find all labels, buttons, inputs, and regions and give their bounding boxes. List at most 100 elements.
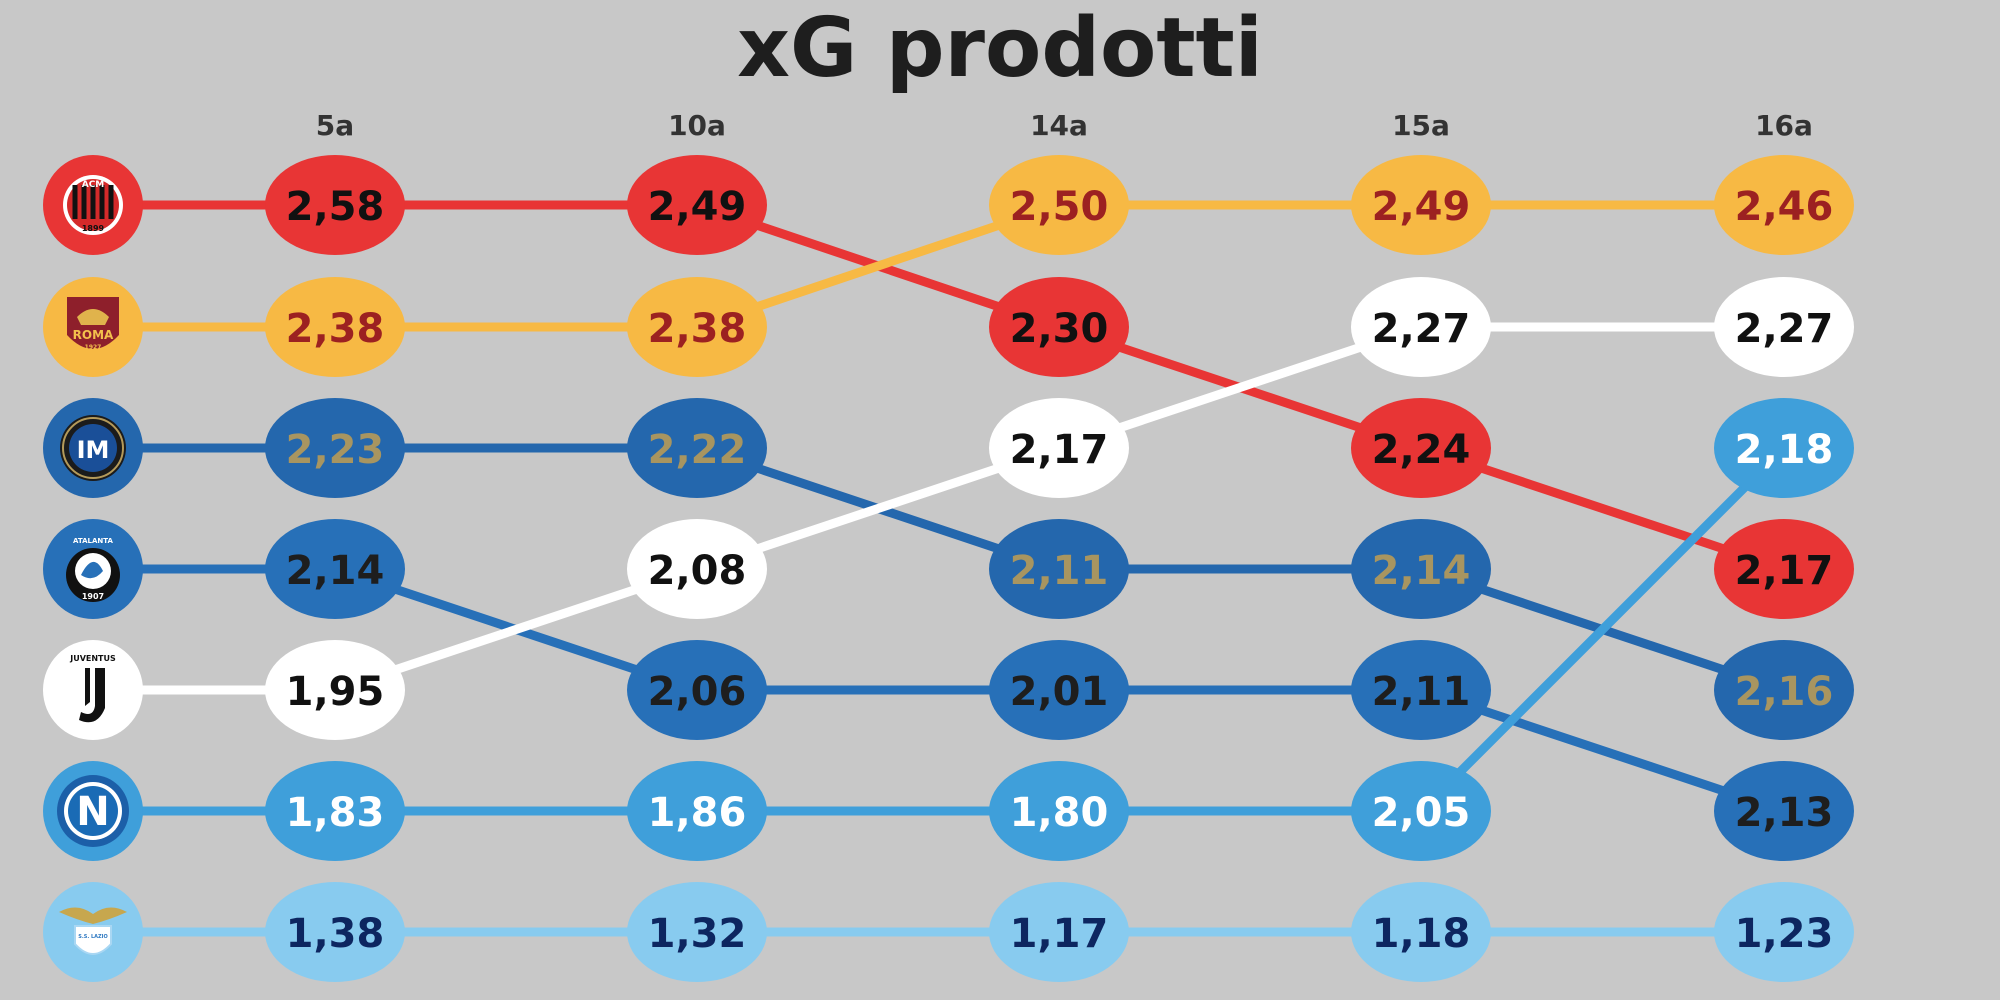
marker-ellipse <box>989 519 1129 619</box>
marker-ellipse <box>1714 277 1854 377</box>
data-label: 2,01 <box>1010 669 1109 715</box>
marker-ellipse <box>1714 882 1854 982</box>
logo-text-top: S.S. LAZIO <box>78 934 108 940</box>
marker-ellipse <box>989 640 1129 740</box>
data-label: 2,46 <box>1735 184 1834 230</box>
marker-ellipse <box>989 155 1129 255</box>
marker-inter-14a: 2,11 <box>989 519 1129 619</box>
data-label: 1,32 <box>648 911 747 957</box>
logo-text-top: IM <box>77 436 110 464</box>
data-label: 2,23 <box>286 427 385 473</box>
marker-lazio-16a: 1,23 <box>1714 882 1854 982</box>
marker-milan-14a: 2,30 <box>989 277 1129 377</box>
marker-ellipse <box>989 882 1129 982</box>
column-label-14a: 14a <box>1030 109 1088 142</box>
series-line-napoli <box>93 444 1788 816</box>
marker-juventus-5a: 1,95 <box>265 640 405 740</box>
marker-ellipse <box>1714 155 1854 255</box>
data-label: 2,30 <box>1010 306 1109 352</box>
marker-juventus-15a: 2,27 <box>1351 277 1491 377</box>
logo-text-bottom: 1907 <box>82 592 104 601</box>
marker-ellipse <box>627 882 767 982</box>
data-label: 2,05 <box>1372 790 1471 836</box>
marker-roma-15a: 2,49 <box>1351 155 1491 255</box>
marker-atalanta-5a: 2,14 <box>265 519 405 619</box>
data-label: 2,27 <box>1372 306 1471 352</box>
data-label: 2,16 <box>1735 669 1834 715</box>
marker-ellipse <box>627 761 767 861</box>
marker-ellipse <box>989 277 1129 377</box>
marker-roma-10a: 2,38 <box>627 277 767 377</box>
marker-inter-5a: 2,23 <box>265 398 405 498</box>
data-label: 1,38 <box>286 911 385 957</box>
data-label: 2,50 <box>1010 184 1109 230</box>
marker-milan-5a: 2,58 <box>265 155 405 255</box>
marker-ellipse <box>1351 277 1491 377</box>
data-label: 1,86 <box>648 790 747 836</box>
series-line-milan <box>93 200 1786 574</box>
logo-text-bottom: 1899 <box>82 224 105 233</box>
data-label: 2,49 <box>1372 184 1471 230</box>
team-logo-lazio: S.S. LAZIO <box>43 882 143 982</box>
marker-lazio-5a: 1,38 <box>265 882 405 982</box>
marker-ellipse <box>1351 761 1491 861</box>
data-label: 2,14 <box>286 548 385 594</box>
marker-roma-16a: 2,46 <box>1714 155 1854 255</box>
team-logos: ACM 1899 ROMA 1927 IM ATALANTA 1907 JUVENTUS N S.… <box>43 155 143 982</box>
logo-circle <box>43 640 143 740</box>
column-label-16a: 16a <box>1755 109 1813 142</box>
data-label: 2,27 <box>1735 306 1834 352</box>
marker-ellipse <box>627 398 767 498</box>
marker-juventus-14a: 2,17 <box>989 398 1129 498</box>
marker-ellipse <box>1714 519 1854 619</box>
data-label: 2,49 <box>648 184 747 230</box>
logo-text-top: N <box>76 789 109 835</box>
marker-milan-16a: 2,17 <box>1714 519 1854 619</box>
data-label: 2,08 <box>648 548 747 594</box>
marker-ellipse <box>989 398 1129 498</box>
data-label: 2,38 <box>648 306 747 352</box>
marker-milan-15a: 2,24 <box>1351 398 1491 498</box>
logo-text-top: ACM <box>82 180 105 190</box>
marker-napoli-16a: 2,18 <box>1714 398 1854 498</box>
marker-ellipse <box>1351 882 1491 982</box>
data-label: 2,17 <box>1010 427 1109 473</box>
marker-inter-16a: 2,16 <box>1714 640 1854 740</box>
marker-juventus-10a: 2,08 <box>627 519 767 619</box>
team-logo-inter: IM <box>43 398 143 498</box>
marker-lazio-15a: 1,18 <box>1351 882 1491 982</box>
marker-atalanta-10a: 2,06 <box>627 640 767 740</box>
marker-ellipse <box>265 277 405 377</box>
marker-napoli-10a: 1,86 <box>627 761 767 861</box>
marker-roma-14a: 2,50 <box>989 155 1129 255</box>
team-logo-roma: ROMA 1927 <box>43 277 143 377</box>
data-label: 2,11 <box>1372 669 1471 715</box>
data-markers: 2,58 2,49 2,30 2,24 2,17 2,38 2,38 2,50 2,49 2,46… <box>265 155 1854 982</box>
logo-text-top: ROMA <box>73 328 114 342</box>
marker-lazio-14a: 1,17 <box>989 882 1129 982</box>
marker-ellipse <box>1351 519 1491 619</box>
marker-ellipse <box>1351 155 1491 255</box>
marker-inter-15a: 2,14 <box>1351 519 1491 619</box>
marker-ellipse <box>265 761 405 861</box>
series-line-juventus <box>93 322 1784 695</box>
data-label: 2,22 <box>648 427 747 473</box>
chart-title: xG prodotti <box>737 1 1263 96</box>
marker-ellipse <box>627 277 767 377</box>
team-logo-milan: ACM 1899 <box>43 155 143 255</box>
logo-text-top: JUVENTUS <box>69 654 116 663</box>
marker-ellipse <box>1351 398 1491 498</box>
marker-milan-10a: 2,49 <box>627 155 767 255</box>
marker-ellipse <box>265 882 405 982</box>
marker-ellipse <box>989 761 1129 861</box>
logo-text-top: ATALANTA <box>73 537 113 545</box>
data-label: 2,24 <box>1372 427 1471 473</box>
column-label-10a: 10a <box>668 109 726 142</box>
data-label: 2,58 <box>286 184 385 230</box>
data-label: 2,11 <box>1010 548 1109 594</box>
team-logo-napoli: N <box>43 761 143 861</box>
data-label: 2,14 <box>1372 548 1471 594</box>
column-label-5a: 5a <box>316 109 354 142</box>
